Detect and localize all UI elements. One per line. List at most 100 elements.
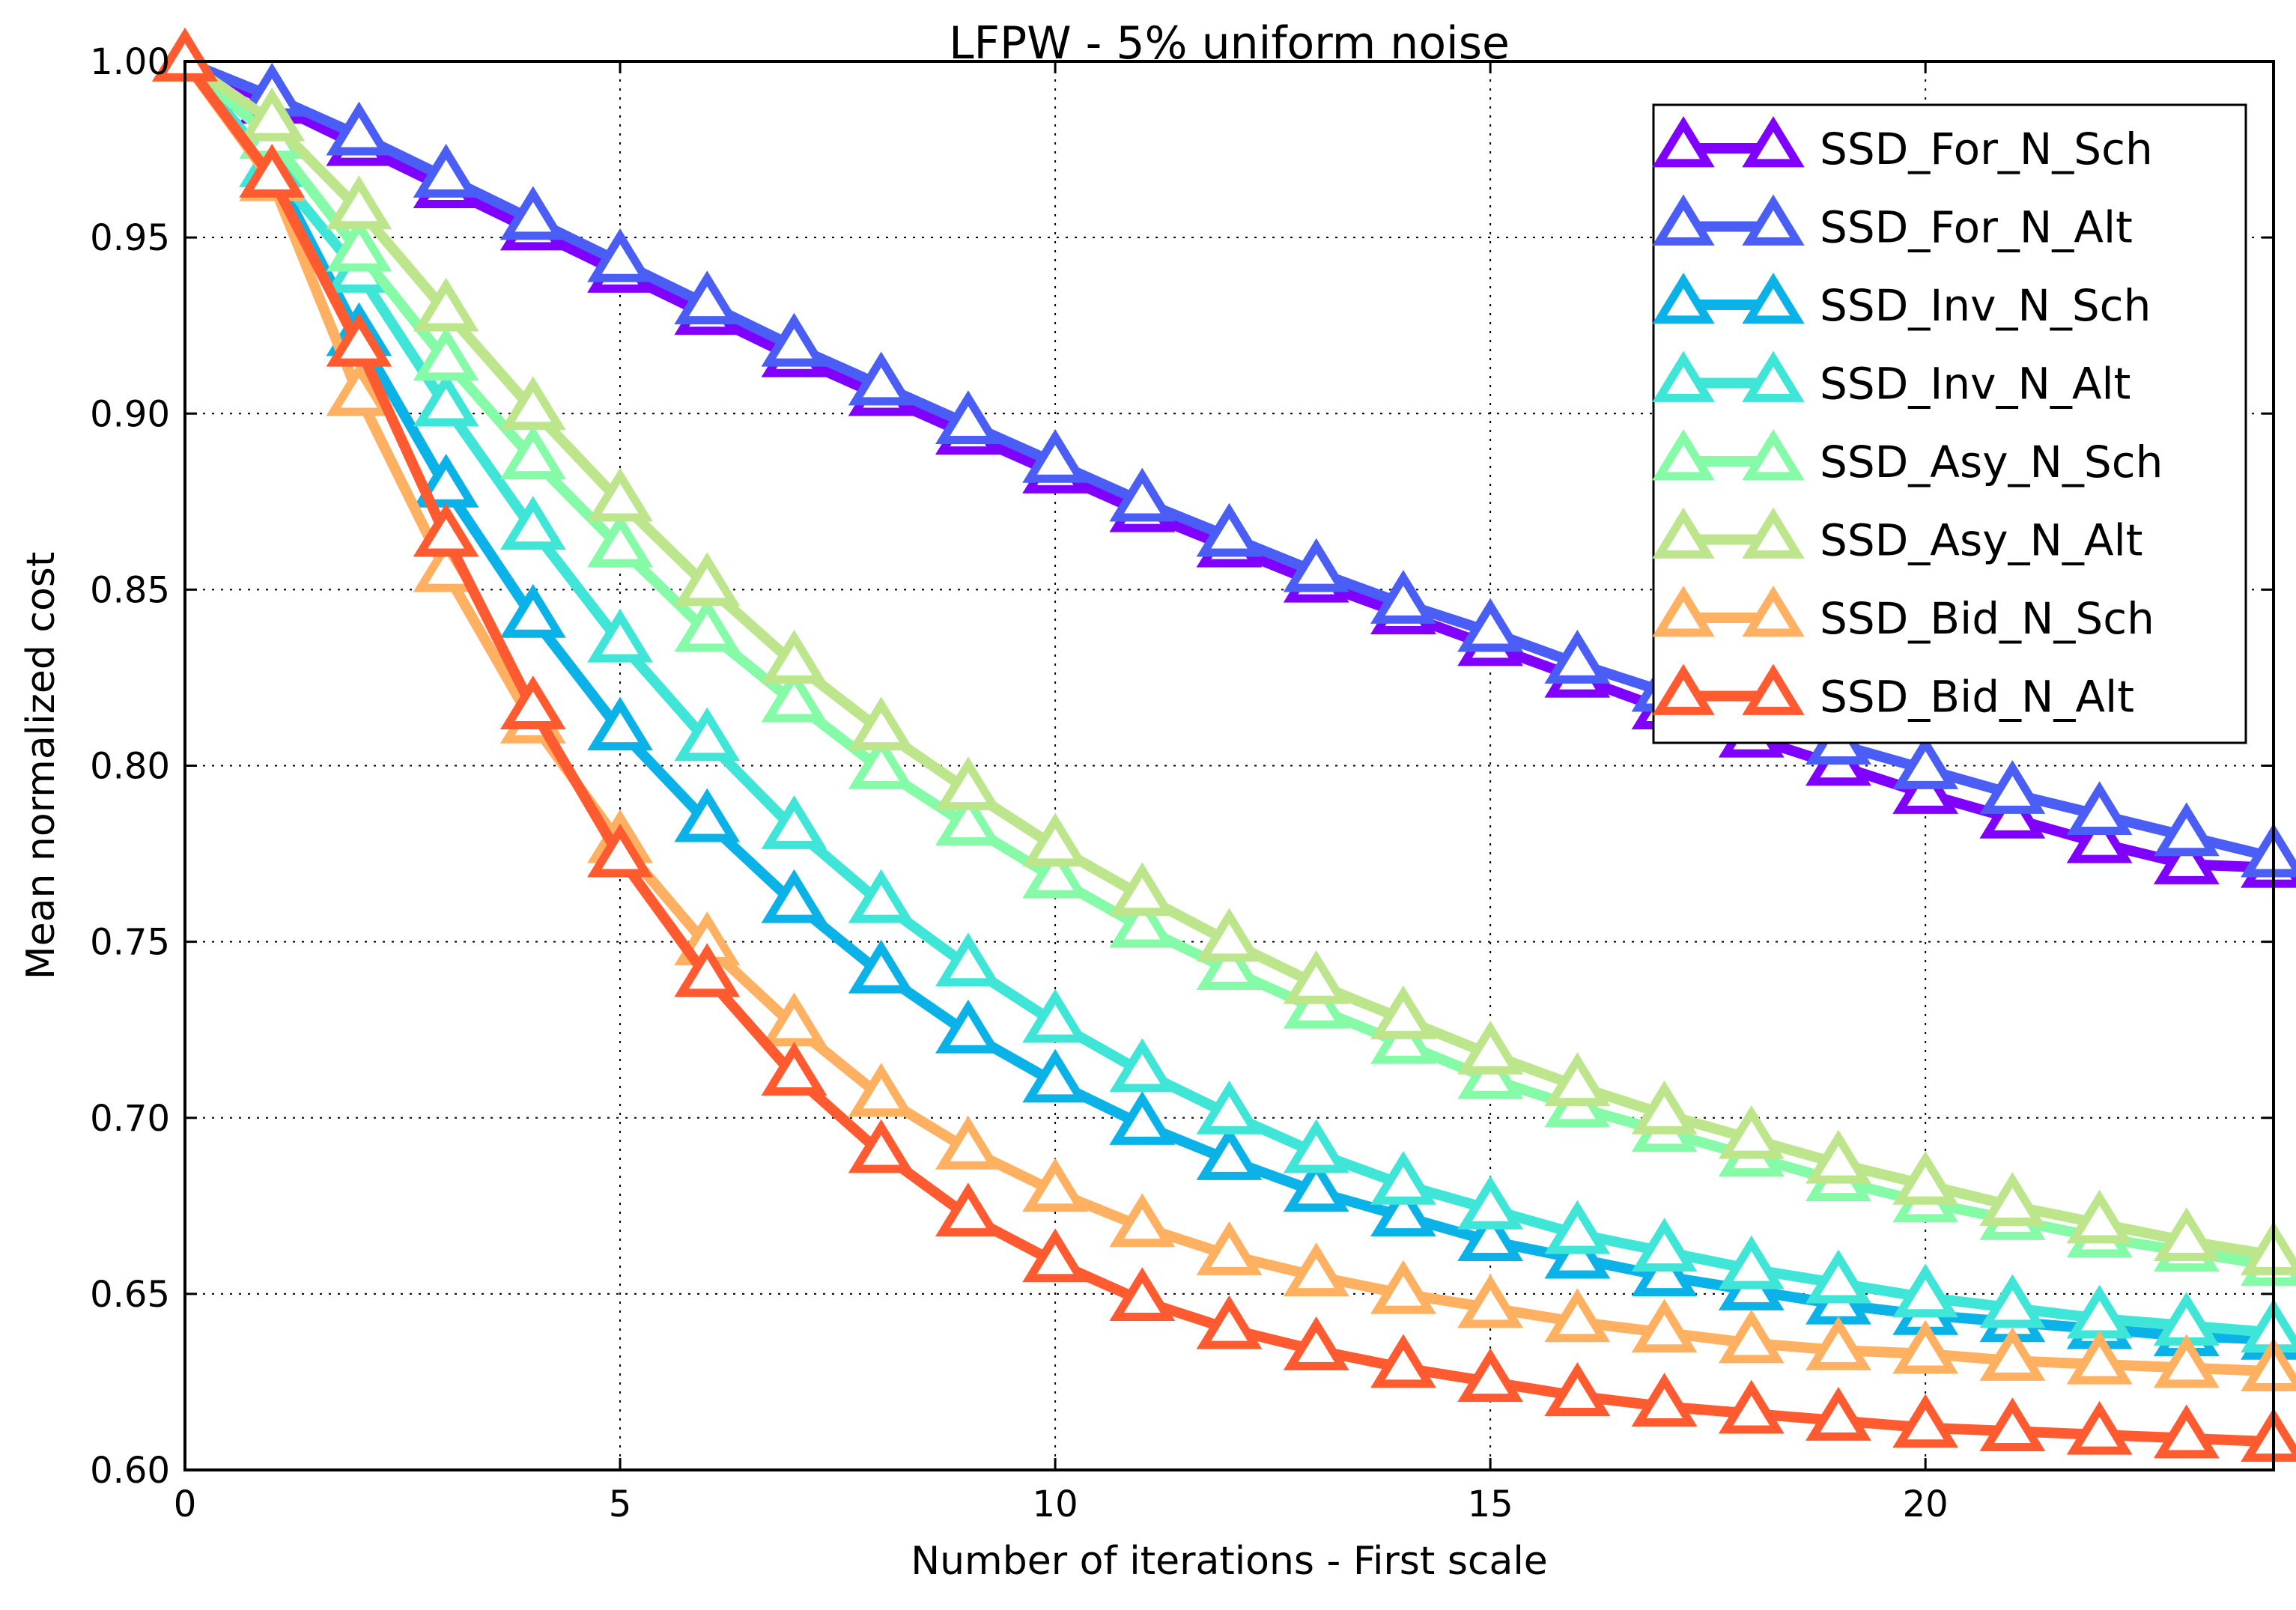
data-point [1544, 1052, 1611, 1107]
data-point [2066, 1189, 2133, 1244]
legend-marker [1652, 116, 1715, 168]
data-point [848, 351, 914, 406]
data-point [499, 376, 566, 431]
x-tick-label: 10 [1033, 1483, 1078, 1525]
legend-marker [1742, 273, 1805, 324]
data-point [761, 1042, 827, 1096]
data-point [1979, 1397, 2046, 1451]
data-point [1805, 1249, 1871, 1304]
data-point [1544, 1362, 1611, 1416]
data-point [239, 144, 306, 198]
data-point [935, 390, 1001, 445]
legend-marker [1742, 116, 1805, 168]
data-point [413, 372, 479, 427]
data-point [326, 217, 392, 272]
data-point [499, 186, 566, 240]
x-tick-label: 15 [1468, 1483, 1513, 1525]
legend-marker [1742, 194, 1805, 246]
data-point [1718, 1235, 1785, 1289]
legend-marker [1742, 429, 1805, 481]
data-point [1457, 1274, 1524, 1328]
data-point [1109, 1267, 1176, 1321]
data-point [761, 668, 827, 723]
data-point [935, 932, 1001, 987]
legend-item: SSD_Inv_N_Alt [1652, 350, 2131, 410]
data-point [1892, 1319, 1959, 1374]
data-point [1283, 538, 1349, 592]
data-point [674, 270, 741, 325]
data-point [935, 756, 1001, 811]
data-point [1631, 1298, 1698, 1353]
data-point [1109, 893, 1176, 948]
legend-label: SSD_Bid_N_Alt [1820, 672, 2134, 723]
data-point [2153, 1334, 2220, 1388]
data-point [326, 175, 392, 230]
y-axis-label: Mean normalized cost [19, 552, 64, 980]
data-point [239, 87, 306, 142]
data-point [1196, 908, 1263, 962]
data-point [326, 362, 392, 416]
data-point [1979, 1172, 2046, 1227]
y-tick-label: 0.90 [90, 393, 170, 435]
data-point [1631, 1373, 1698, 1427]
data-point [1283, 950, 1349, 1004]
data-point [1283, 1158, 1349, 1212]
data-point [848, 735, 914, 789]
data-point [1805, 1316, 1871, 1370]
data-point [1457, 1020, 1524, 1075]
data-point [1544, 629, 1611, 684]
data-point [587, 513, 653, 568]
data-point [1283, 1119, 1349, 1173]
data-point [1892, 1394, 1959, 1448]
legend-label: SSD_Asy_N_Alt [1820, 515, 2142, 566]
data-point [1022, 1228, 1088, 1283]
x-tick-label: 5 [609, 1483, 632, 1525]
data-point [2153, 802, 2220, 857]
data-point [1892, 735, 1959, 789]
data-point [1718, 1309, 1785, 1364]
x-tick-label: 20 [1903, 1483, 1949, 1525]
data-point [935, 792, 1001, 846]
y-tick-label: 0.65 [90, 1274, 170, 1316]
data-point [1544, 1200, 1611, 1254]
legend-marker [1652, 273, 1715, 324]
data-point [1196, 1126, 1263, 1180]
data-point [848, 869, 914, 923]
y-tick-label: 0.70 [90, 1098, 170, 1140]
data-point [761, 869, 827, 923]
data-point [1718, 1379, 1785, 1434]
data-point [2066, 781, 2133, 836]
legend-item: SSD_Inv_N_Sch [1652, 273, 2151, 331]
data-point [848, 696, 914, 751]
legend-marker [1742, 350, 1805, 402]
y-tick-label: 0.95 [90, 217, 170, 259]
data-point [2153, 830, 2220, 884]
data-point [1979, 1274, 2046, 1328]
data-point [1196, 502, 1263, 557]
data-point [587, 467, 653, 522]
data-point [848, 1119, 914, 1173]
data-point [1457, 1207, 1524, 1262]
legend-marker [1652, 429, 1715, 481]
data-point [1283, 1316, 1349, 1370]
legend-item: SSD_Asy_N_Alt [1652, 507, 2142, 566]
data-point [1457, 1348, 1524, 1403]
data-point [2153, 1207, 2220, 1262]
data-point [587, 823, 653, 878]
legend: SSD_For_N_Sch SSD_For_N_Alt SSD_Inv_N_Sch S… [1652, 103, 2247, 744]
data-point [1022, 812, 1088, 867]
data-point [1196, 1080, 1263, 1134]
legend-item: SSD_Bid_N_Sch [1652, 586, 2154, 644]
data-point [1544, 1288, 1611, 1343]
series-layer [152, 27, 2296, 1462]
data-point [413, 326, 479, 381]
data-point [935, 1182, 1001, 1237]
data-point [1022, 1158, 1088, 1212]
data-point [761, 629, 827, 684]
data-point [326, 312, 392, 367]
y-tick-label: 0.85 [90, 569, 170, 611]
data-point [499, 583, 566, 638]
legend-marker [1652, 663, 1715, 715]
chart-title: LFPW - 5% uniform noise [949, 17, 1510, 70]
